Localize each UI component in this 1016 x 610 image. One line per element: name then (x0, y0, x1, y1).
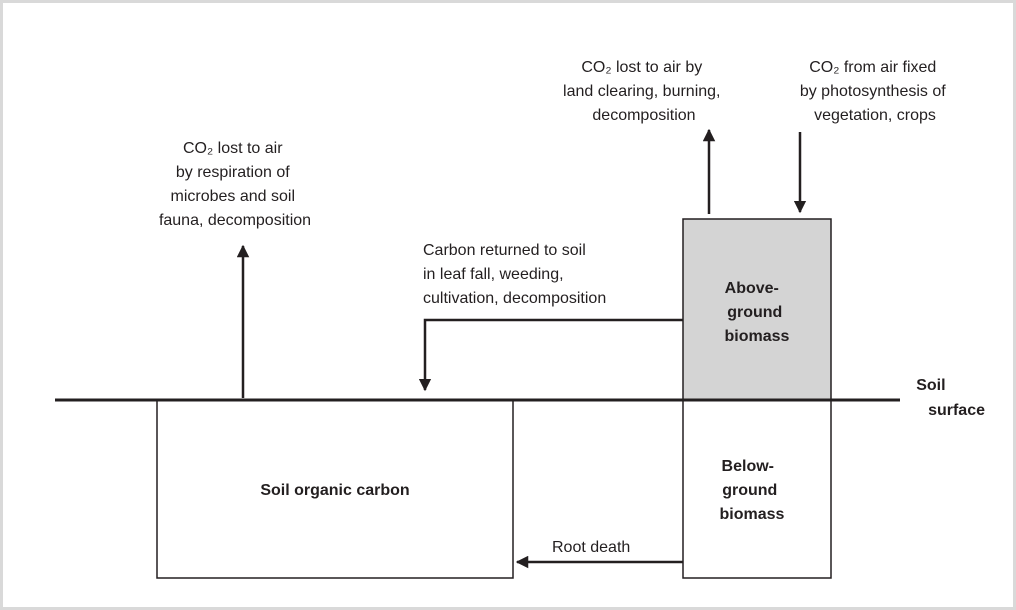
line: surface (928, 402, 985, 419)
line: cultivation, decomposition (423, 290, 606, 307)
line: decomposition (592, 107, 695, 124)
line: biomass (725, 328, 790, 345)
label: CO₂ lost to air by respiration of microb… (159, 140, 311, 229)
line: ground (722, 482, 777, 499)
line: Carbon returned to soil (423, 242, 586, 259)
label: CO₂ from air fixed by photosynthesis of … (800, 59, 950, 124)
above-ground-box (682, 218, 832, 401)
line: CO₂ from air fixed (809, 59, 936, 76)
line: Soil (916, 377, 945, 394)
line: CO₂ lost to air by (581, 59, 702, 76)
line: Below- (722, 458, 774, 475)
box-label: Below- ground biomass (720, 458, 785, 523)
label: Soil surface (916, 377, 985, 419)
label: Carbon returned to soil in leaf fall, we… (423, 242, 606, 307)
box-label: Above- ground biomass (725, 280, 790, 345)
label: Root death (552, 539, 630, 556)
line: by respiration of (176, 164, 290, 181)
line: Above- (725, 280, 779, 297)
line: by photosynthesis of (800, 83, 946, 100)
line: biomass (720, 506, 785, 523)
line: CO₂ lost to air (183, 140, 283, 157)
line: in leaf fall, weeding, (423, 266, 564, 283)
line: land clearing, burning, (563, 83, 720, 100)
line: fauna, decomposition (159, 212, 311, 229)
line: vegetation, crops (814, 107, 936, 124)
label: CO₂ lost to air by land clearing, burnin… (563, 59, 725, 124)
arrow (418, 318, 683, 392)
line: microbes and soil (171, 188, 296, 205)
line: ground (727, 304, 782, 321)
box-label: Soil organic carbon (260, 482, 409, 499)
